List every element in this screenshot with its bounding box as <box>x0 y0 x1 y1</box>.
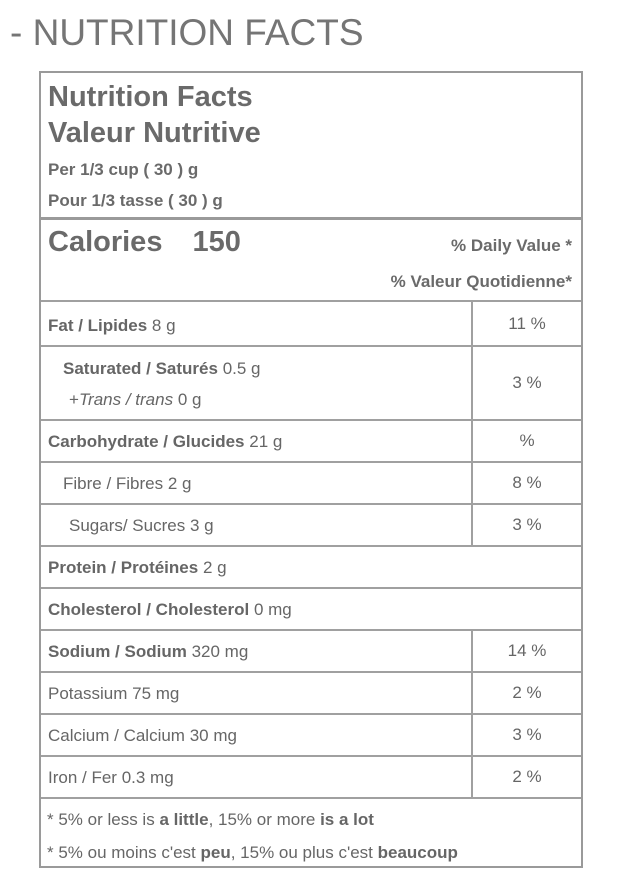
nutrient-name: Fibre / Fibres <box>63 474 164 493</box>
footnote-emphasis: a little <box>159 810 209 829</box>
nutrient-name: Sugars/ Sucres <box>69 516 186 535</box>
nutrient-dv: 3 % <box>471 347 581 419</box>
nutrient-amount: 2 g <box>202 558 227 577</box>
nutrient-amount: 75 mg <box>132 684 180 703</box>
nutrient-name: Carbohydrate / Glucides <box>48 432 245 451</box>
nutrient-name: Trans / trans <box>78 390 174 409</box>
label-titles: Nutrition Facts Valeur Nutritive <box>48 79 261 151</box>
footnote-text: * 5% ou moins c'est <box>47 843 201 862</box>
nutrient-dv: 3 % <box>471 715 581 755</box>
footnote-emphasis: beaucoup <box>377 843 458 862</box>
calories-value: 150 <box>192 226 241 258</box>
serving-size-en: Per 1/3 cup ( 30 ) g <box>48 160 199 179</box>
nutrient-row-fibre: Fibre / Fibres 2 g 8 % <box>41 461 581 503</box>
nutrient-dv: 11 % <box>471 302 581 345</box>
nutrient-dv: 2 % <box>471 673 581 713</box>
nutrient-name: Sodium / Sodium <box>48 642 187 661</box>
serving-size-fr: Pour 1/3 tasse ( 30 ) g <box>48 191 223 210</box>
nutrient-amount: 30 mg <box>189 726 237 745</box>
daily-value-header-fr: % Valeur Quotidienne* <box>390 272 572 291</box>
nutrient-name: Fat / Lipides <box>48 316 148 335</box>
nutrient-dv: 3 % <box>471 505 581 545</box>
nutrient-amount: 320 mg <box>191 642 249 661</box>
nutrient-name: Calcium / Calcium <box>48 726 185 745</box>
nutrient-dv: 2 % <box>471 757 581 797</box>
nutrient-amount: 0.3 mg <box>121 768 174 787</box>
nutrient-amount: 8 g <box>151 316 176 335</box>
footnote-emphasis: is a lot <box>320 810 374 829</box>
nutrient-row-sodium: Sodium / Sodium 320 mg 14 % <box>41 629 581 671</box>
nutrient-dv: 14 % <box>471 631 581 671</box>
title-fr: Valeur Nutritive <box>48 117 261 149</box>
nutrient-row-iron: Iron / Fer 0.3 mg 2 % <box>41 755 581 797</box>
footnote-fr: * 5% ou moins c'est peu, 15% ou plus c'e… <box>47 843 458 863</box>
nutrient-row-carbohydrate: Carbohydrate / Glucides 21 g % <box>41 419 581 461</box>
nutrient-row-sugars: Sugars/ Sucres 3 g 3 % <box>41 503 581 545</box>
nutrient-amount: 0.5 g <box>222 359 261 378</box>
title-en: Nutrition Facts <box>48 81 253 113</box>
footnote-text: , 15% ou plus c'est <box>230 843 378 862</box>
nutrient-name: Saturated / Saturés <box>63 359 218 378</box>
footnote-text: * 5% or less is <box>47 810 160 829</box>
nutrient-amount: 0 g <box>177 390 202 409</box>
nutrient-name: Protein / Protéines <box>48 558 199 577</box>
nutrient-amount: 21 g <box>249 432 283 451</box>
footnote-en: * 5% or less is a little, 15% or more is… <box>47 810 374 830</box>
nutrient-amount: 0 mg <box>253 600 292 619</box>
nutrient-name: Potassium <box>48 684 128 703</box>
nutrient-amount: 3 g <box>189 516 214 535</box>
nutrient-row-saturated-trans: Saturated / Saturés 0.5 g +Trans / trans… <box>41 345 581 419</box>
nutrient-name: Iron / Fer <box>48 768 117 787</box>
nutrient-amount: 2 g <box>167 474 192 493</box>
footnote-divider <box>41 797 581 799</box>
nutrition-facts-table: Nutrition Facts Valeur Nutritive Per 1/3… <box>39 71 583 868</box>
nutrient-name: Cholesterol / Cholesterol <box>48 600 250 619</box>
calories-label: Calories <box>48 226 163 258</box>
divider-thick <box>41 217 581 220</box>
nutrient-dv: 8 % <box>471 463 581 503</box>
nutrient-row-protein: Protein / Protéines 2 g <box>41 545 581 587</box>
trans-prefix: + <box>69 390 79 409</box>
section-heading[interactable]: - NUTRITION FACTS <box>10 12 364 53</box>
daily-value-header-en: % Daily Value * <box>451 236 572 255</box>
nutrient-dv: % <box>471 421 581 461</box>
nutrient-row-calcium: Calcium / Calcium 30 mg 3 % <box>41 713 581 755</box>
footnote-text: , 15% or more <box>208 810 321 829</box>
nutrient-row-potassium: Potassium 75 mg 2 % <box>41 671 581 713</box>
footnote-emphasis: peu <box>200 843 231 862</box>
calories-line: Calories 150 <box>48 226 241 259</box>
nutrient-row-cholesterol: Cholesterol / Cholesterol 0 mg <box>41 587 581 629</box>
nutrient-row-fat: Fat / Lipides 8 g 11 % <box>41 300 581 345</box>
